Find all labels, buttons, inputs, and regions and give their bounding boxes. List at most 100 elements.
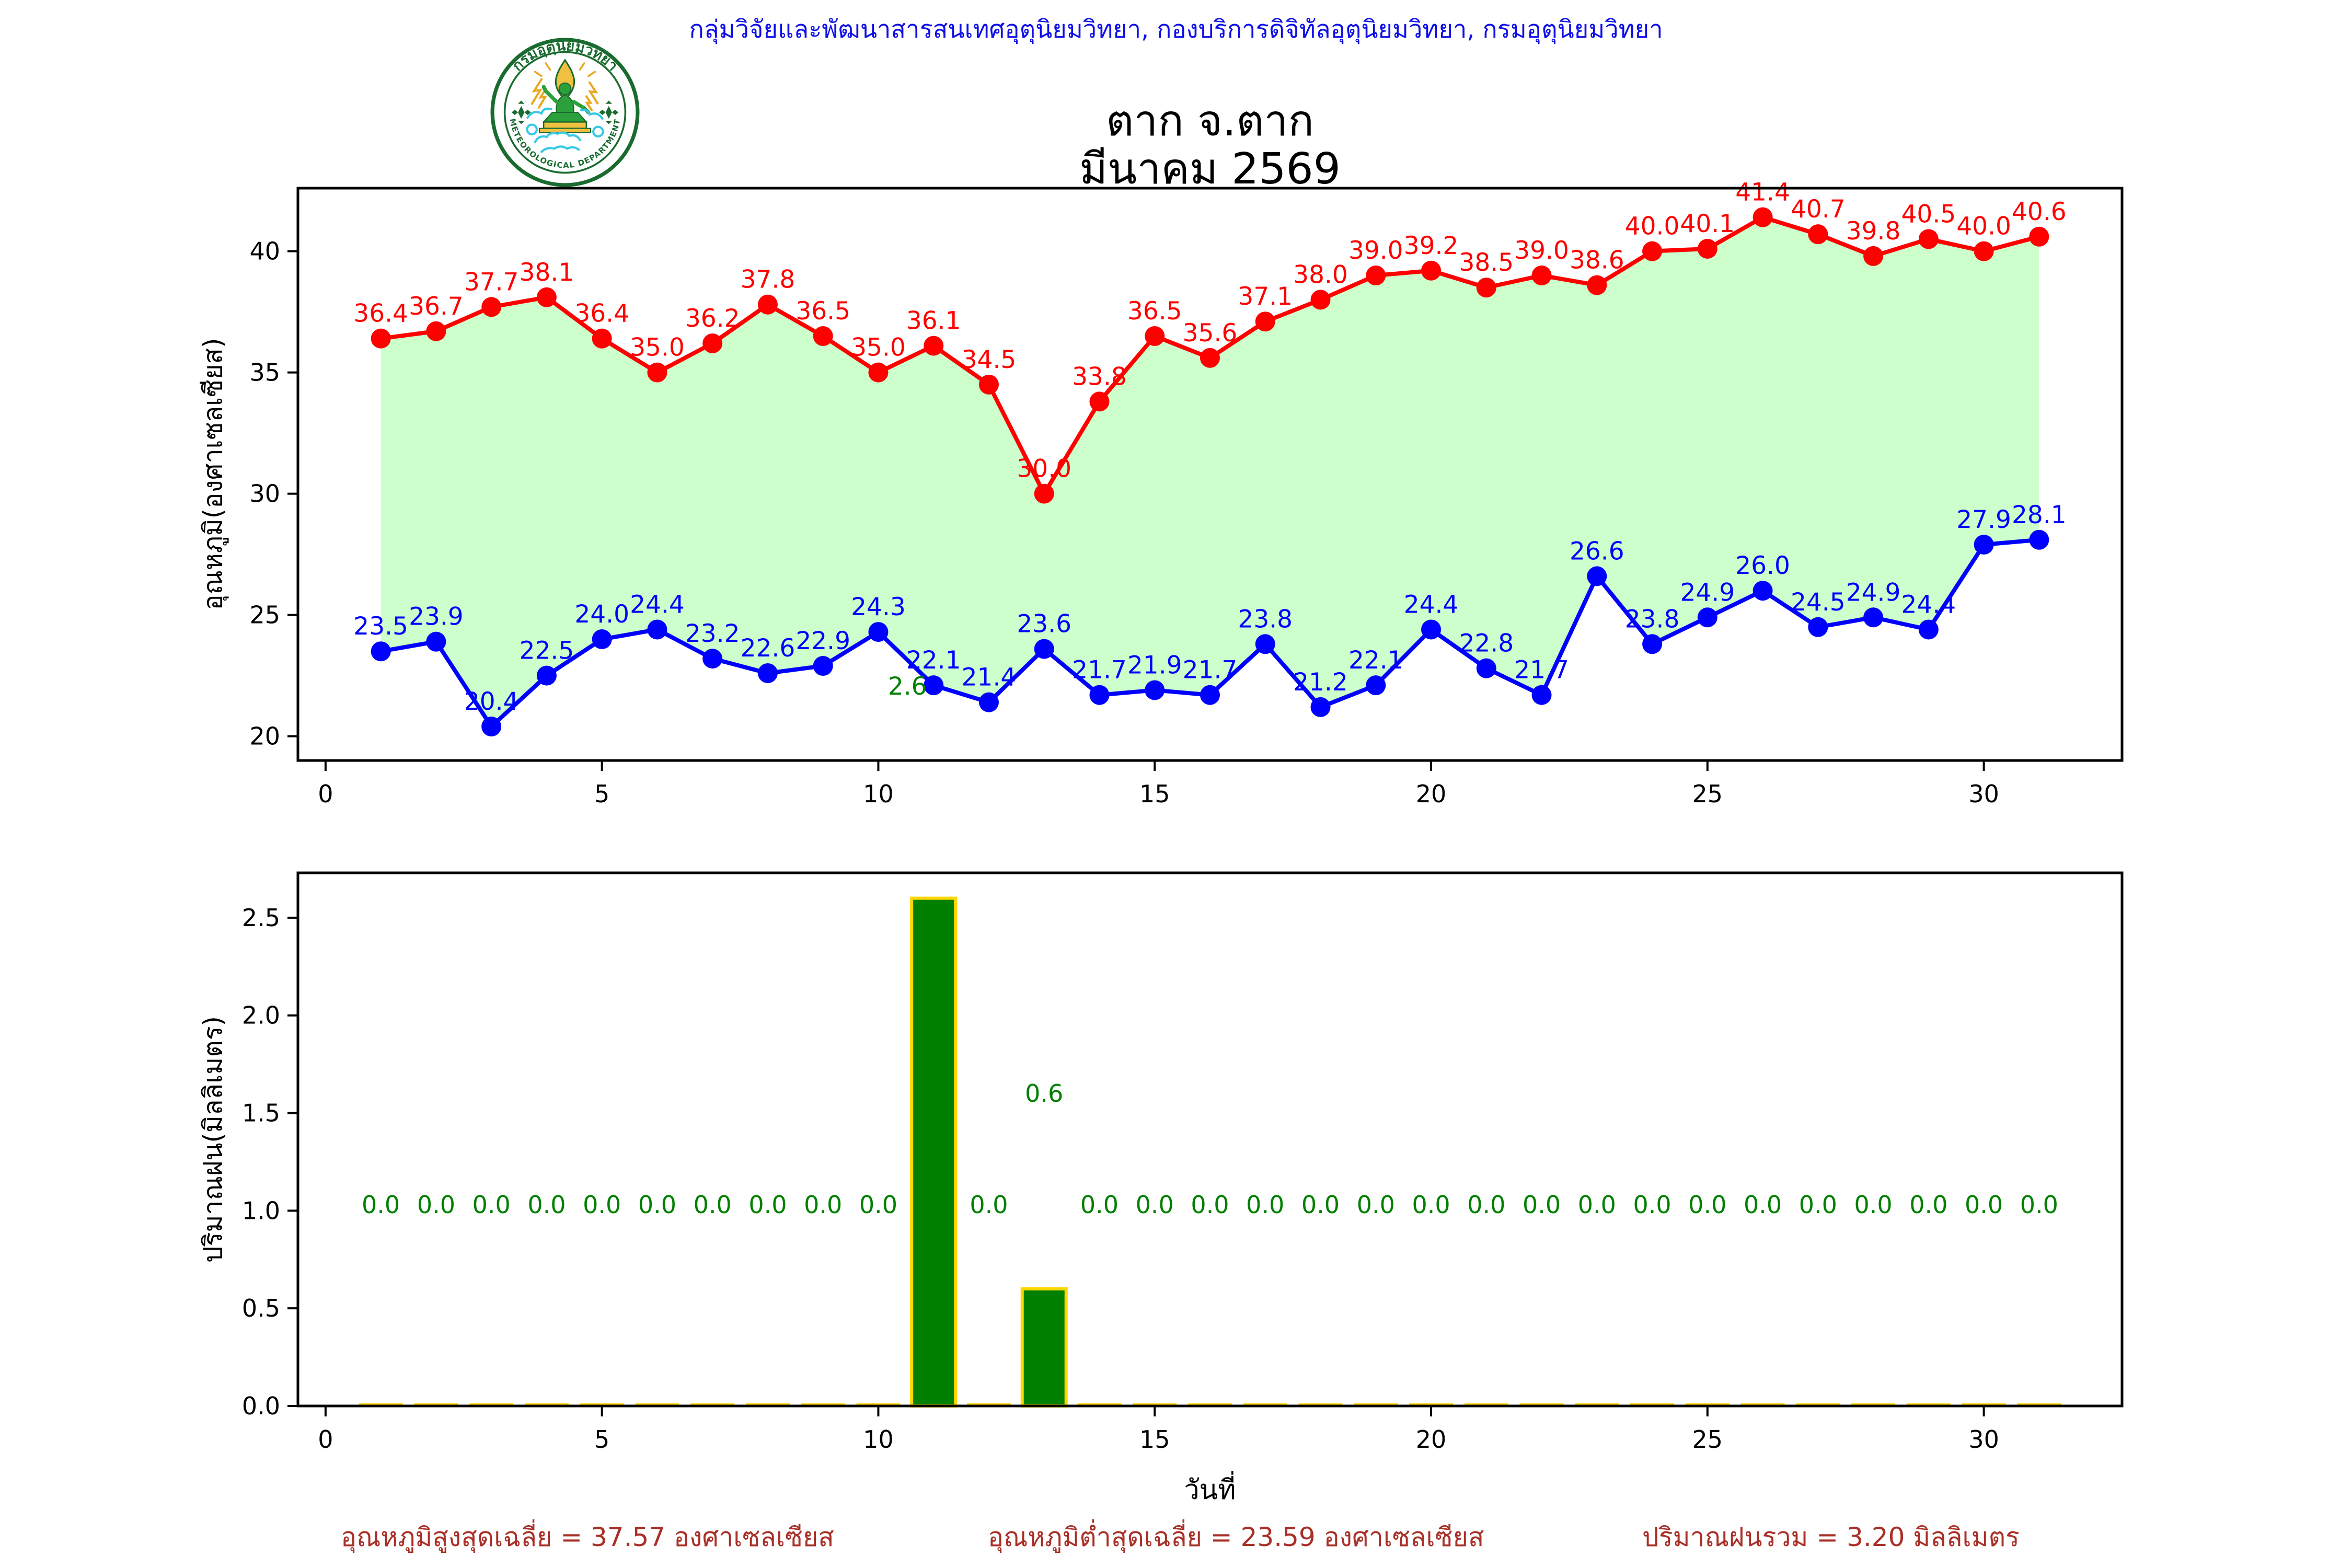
y-tick-label: 0.5 [242,1294,280,1322]
max_temperature-point [924,336,944,356]
min_temperature-point [1918,619,1939,640]
x-tick-label: 0 [318,1425,333,1454]
x-tick-label: 30 [1968,1425,1999,1454]
temperature-band-fill [381,217,2039,727]
rain-value-label: 0.0 [417,1191,455,1219]
x-tick-label: 25 [1692,780,1723,808]
max_temperature-point [1145,326,1165,347]
min_temperature-value-label: 24.5 [1791,588,1846,617]
logo-star-flower-right [599,100,619,124]
min_temperature-value-label: 21.7 [1514,656,1569,685]
min_temperature-point [1366,675,1386,696]
rain-value-label: 0.0 [1965,1191,2003,1219]
max_temperature-value-label: 35.0 [630,333,685,362]
max_temperature-value-label: 38.6 [1570,246,1624,275]
max_temperature-value-label: 40.5 [1901,200,1956,228]
y-tick-label: 1.0 [242,1196,280,1225]
min_temperature-point [1642,634,1663,654]
rain-value-label: 0.0 [1301,1191,1340,1219]
min_temperature-value-label: 28.1 [2012,501,2067,529]
max_temperature-value-label: 36.5 [1127,297,1182,326]
max_temperature-point [813,326,833,347]
min_temperature-point [1808,617,1828,637]
max_temperature-point [702,333,723,353]
day-x-axis-label: วันที่ [1184,1474,1236,1506]
min_temperature-point [592,629,612,650]
min_temperature-value-label: 21.7 [1072,656,1127,685]
max_temperature-point [371,328,391,349]
month-title: มีนาคม 2569 [1079,144,1341,194]
y-tick-label: 40 [249,237,280,266]
min_temperature-point [1587,566,1607,586]
logo-star-flower-left [511,100,531,124]
rain-value-label: 0.0 [1191,1191,1229,1219]
rain-value-label: 0.6 [1025,1079,1063,1108]
max_temperature-value-label: 30.0 [1017,455,1071,483]
max_temperature-value-label: 36.1 [906,307,961,336]
min_temperature-point [1476,658,1496,678]
rain-value-label: 0.0 [1854,1191,1893,1219]
min_temperature-point [1697,607,1717,628]
min_temperature-value-label: 21.7 [1183,656,1238,685]
rain-bar [1020,1287,1068,1408]
rain-value-label: 0.0 [1246,1191,1284,1219]
min_temperature-point [1421,619,1442,640]
max_temperature-value-label: 33.8 [1072,362,1127,391]
rain-value-label: 0.0 [804,1191,842,1219]
y-tick-label: 2.0 [242,1001,280,1030]
y-tick-label: 0.0 [242,1392,280,1420]
max_temperature-point [978,374,999,395]
x-tick-label: 5 [594,1425,609,1454]
rain-value-label: 0.0 [694,1191,732,1219]
rain-value-label: 0.0 [1523,1191,1561,1219]
min_temperature-point [978,692,999,712]
x-tick-label: 20 [1416,1425,1447,1454]
min_temperature-value-label: 22.1 [1348,646,1403,675]
agency-header: กลุ่มวิจัยและพัฒนาสารสนเทศอุตุนิยมวิทยา,… [689,15,1663,44]
max_temperature-point [1587,275,1607,295]
max_temperature-value-label: 36.2 [685,304,740,333]
max_temperature-point [1642,241,1663,261]
min_temperature-point [426,631,446,652]
max_temperature-point [592,328,612,349]
min_temperature-value-label: 22.8 [1459,629,1514,658]
max_temperature-value-label: 39.0 [1348,236,1403,265]
min_temperature-value-label: 24.9 [1680,578,1735,607]
logo-cloud-icon [526,107,604,153]
avg-max-temperature-summary: อุณหภูมิสูงสุดเฉลี่ย = 37.57 องศาเซลเซีย… [341,1522,834,1552]
max_temperature-point [426,321,446,341]
min_temperature-point [1531,685,1552,705]
max_temperature-value-label: 38.0 [1293,260,1348,289]
rain-value-label: 0.0 [1467,1191,1505,1219]
min_temperature-point [647,619,667,640]
max_temperature-point [1200,348,1220,368]
total-rainfall-summary: ปริมาณฝนรวม = 3.20 มิลลิเมตร [1642,1522,2020,1552]
min_temperature-value-label: 21.9 [1127,651,1182,679]
max_temperature-point [1366,266,1386,286]
rainfall-chart-frame [296,871,2124,1408]
rain-value-label: 0.0 [1357,1191,1395,1219]
y-tick-label: 25 [249,601,280,629]
y-tick-label: 1.5 [242,1099,280,1127]
min_temperature-point [868,622,889,642]
min_temperature-value-label: 23.2 [685,619,740,648]
max_temperature-point [1310,290,1331,310]
max_temperature-point [481,297,502,317]
max_temperature-point [2029,226,2049,247]
min_temperature-point [481,717,502,737]
rain-value-label: 0.0 [1080,1191,1119,1219]
max_temperature-value-label: 40.0 [1956,212,2011,241]
y-tick-label: 35 [249,359,280,387]
max_temperature-point [1918,229,1939,249]
max_temperature-value-label: 39.0 [1514,236,1569,265]
max_temperature-value-label: 35.0 [851,333,906,362]
met-department-logo-icon: กรมอุตุนิยมวิทยา METEOROLOGICAL DEPARTME… [490,38,640,187]
min_temperature-point [1089,685,1110,705]
rain-value-label: 0.0 [970,1191,1008,1219]
rain-value-label: 0.0 [1799,1191,1837,1219]
min_temperature-value-label: 26.0 [1735,551,1790,580]
rain-value-label: 0.0 [527,1191,566,1219]
max_temperature-point [1753,207,1773,227]
station-title: ตาก จ.ตาก [1105,96,1315,146]
